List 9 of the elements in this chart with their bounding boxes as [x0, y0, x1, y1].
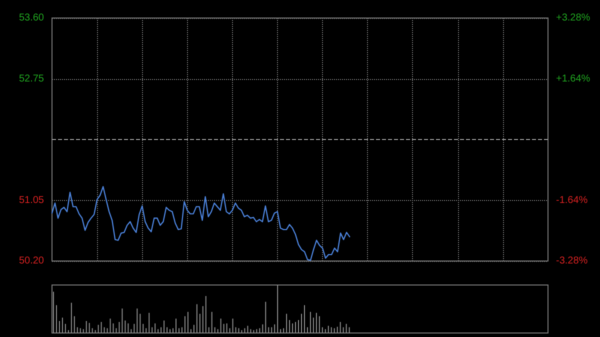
y-tick-label: 53.60	[18, 12, 44, 24]
line-series	[51, 186, 350, 261]
y-tick-label: 50.20	[18, 256, 44, 266]
y2-tick-label: +1.64%	[556, 73, 590, 84]
y2-tick-label: +3.28%	[556, 12, 590, 24]
y-tick-label: 51.05	[18, 194, 44, 206]
y-tick-label: 52.75	[18, 73, 44, 84]
y2-tick-label: -1.64%	[556, 194, 588, 206]
y2-tick-label: -3.28%	[556, 256, 588, 266]
